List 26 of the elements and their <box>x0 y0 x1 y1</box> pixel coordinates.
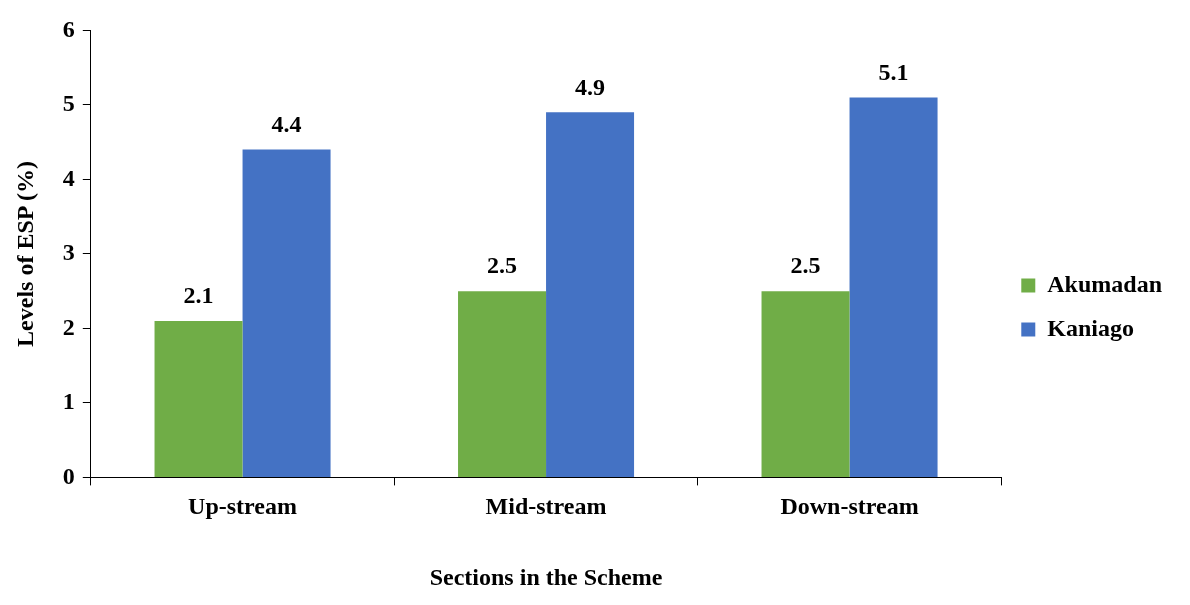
legend-label: Akumadan <box>1047 270 1162 297</box>
y-tick-label: 4 <box>62 164 75 191</box>
x-tick-label: Down-stream <box>780 493 919 519</box>
x-tick-label: Up-stream <box>188 493 297 519</box>
legend-label: Kaniago <box>1047 314 1134 341</box>
bar <box>458 291 547 477</box>
data-label: 2.1 <box>183 282 214 309</box>
y-tick-label: 1 <box>62 388 75 415</box>
y-tick-label: 6 <box>62 15 75 42</box>
y-tick-label: 5 <box>62 90 75 117</box>
x-axis-title: Sections in the Scheme <box>429 563 663 590</box>
bar <box>761 291 850 477</box>
bar <box>154 320 243 477</box>
bar <box>546 112 635 477</box>
y-tick-label: 3 <box>62 239 75 266</box>
y-tick-label: 0 <box>62 462 75 489</box>
data-label: 2.5 <box>790 252 821 279</box>
data-label: 4.9 <box>575 73 606 100</box>
bar <box>849 97 938 477</box>
x-tick-label: Mid-stream <box>485 493 607 519</box>
bar <box>242 149 331 477</box>
data-label: 4.4 <box>271 110 302 137</box>
data-label: 2.5 <box>487 252 518 279</box>
y-axis-title: Levels of ESP (%) <box>11 160 38 347</box>
data-label: 5.1 <box>878 58 909 85</box>
y-tick-label: 2 <box>62 313 75 340</box>
